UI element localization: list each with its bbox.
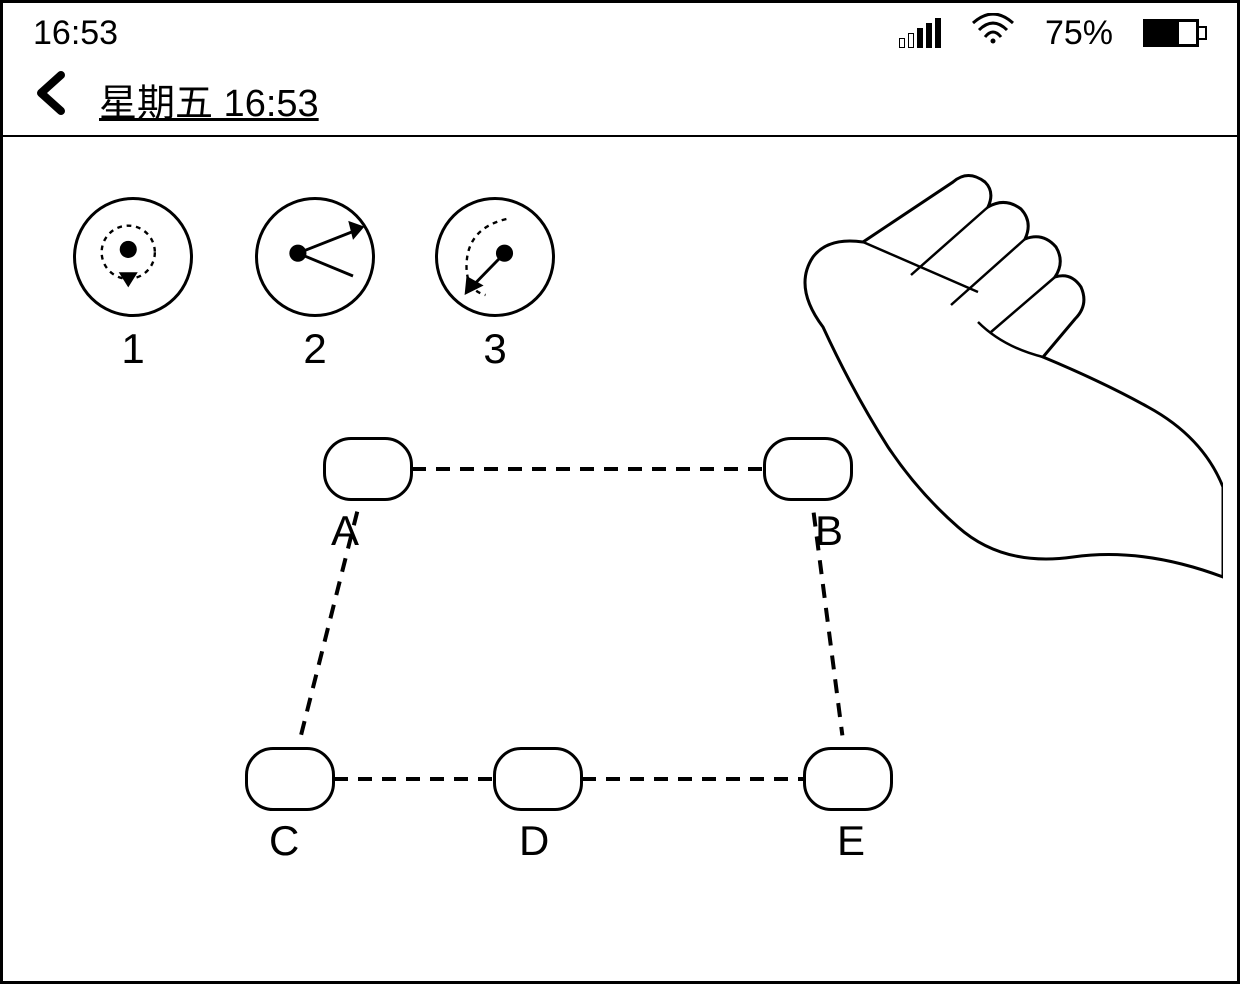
status-right: 75%: [899, 13, 1207, 53]
battery-icon: [1143, 19, 1207, 47]
page-title: 星期五 16:53: [99, 72, 319, 127]
signal-icon: [899, 18, 941, 48]
graph-node-B[interactable]: [763, 437, 853, 501]
content-area[interactable]: 1 2 3: [3, 137, 1237, 981]
graph-node-label-E: E: [837, 817, 865, 865]
graph-node-E[interactable]: [803, 747, 893, 811]
wifi-icon: [971, 13, 1015, 53]
back-button[interactable]: [33, 71, 69, 127]
graph-node-label-B: B: [815, 507, 843, 555]
graph-node-D[interactable]: [493, 747, 583, 811]
battery-percentage: 75%: [1045, 14, 1113, 53]
header-bar: 星期五 16:53: [3, 63, 1237, 135]
graph-node-C[interactable]: [245, 747, 335, 811]
graph-node-A[interactable]: [323, 437, 413, 501]
graph-node-label-A: A: [331, 507, 359, 555]
graph-node-label-D: D: [519, 817, 549, 865]
status-time: 16:53: [33, 14, 118, 53]
status-bar: 16:53 75%: [3, 3, 1237, 63]
graph-node-label-C: C: [269, 817, 299, 865]
hand-icon: [703, 147, 1223, 597]
